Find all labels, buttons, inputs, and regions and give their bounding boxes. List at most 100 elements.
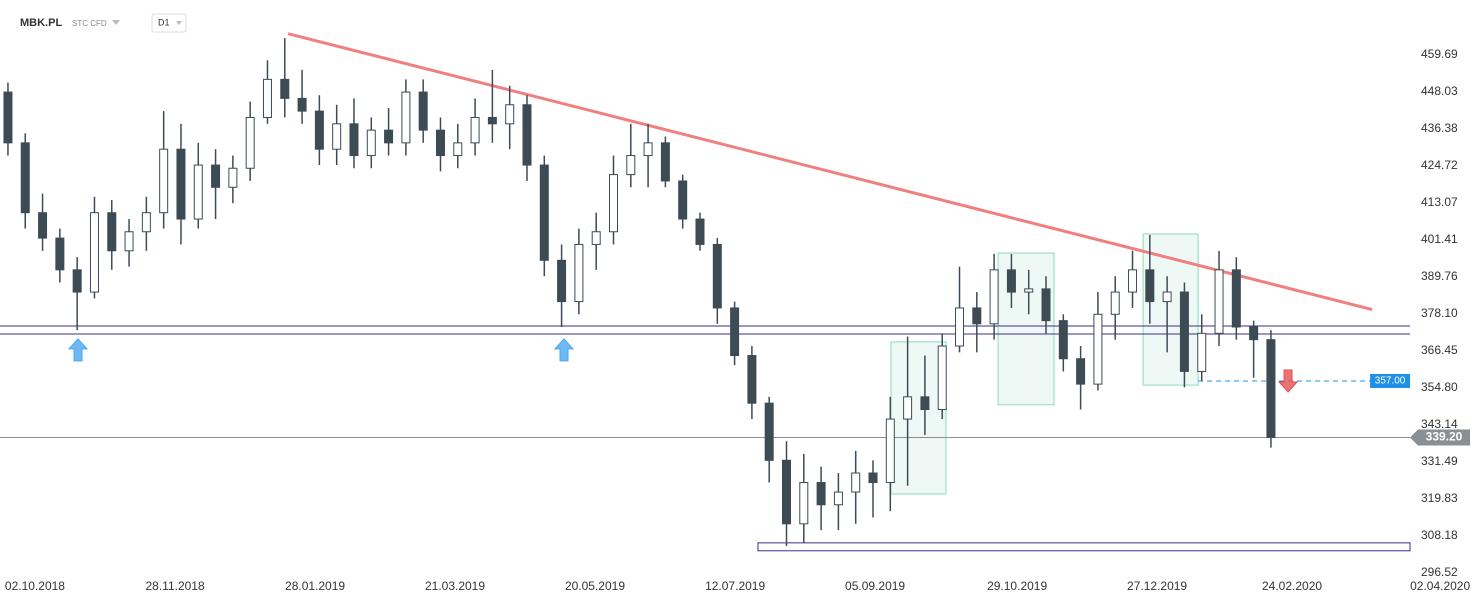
x-tick-label: 12.07.2019	[705, 579, 765, 593]
candle-body	[608, 174, 618, 233]
x-tick-label: 24.02.2020	[1262, 579, 1322, 593]
instrument: STC CFD	[72, 19, 107, 28]
last-price-label: 339.20	[1426, 430, 1463, 444]
candle-body	[55, 237, 65, 271]
symbol: MBK.PL	[20, 17, 62, 29]
interval: D1	[158, 17, 170, 27]
candle-body	[782, 459, 792, 525]
x-tick-label: 05.09.2019	[845, 579, 905, 593]
x-tick-label: 27.12.2019	[1127, 579, 1187, 593]
candle-body	[833, 491, 843, 506]
candle-body	[522, 104, 532, 166]
candle-body	[366, 129, 376, 157]
candle-body	[799, 482, 809, 525]
interval-box[interactable]	[151, 13, 187, 33]
candle-body	[159, 148, 169, 214]
x-tick-label: 21.03.2019	[425, 579, 485, 593]
candle-body	[107, 212, 117, 252]
candle-body	[487, 116, 497, 125]
x-tick-label: 28.11.2018	[145, 579, 204, 593]
candle-body	[1249, 326, 1259, 341]
candle-body	[955, 307, 965, 347]
y-tick-label: 331.49	[1421, 454, 1458, 468]
candle-body	[332, 123, 342, 150]
dropdown-arrow[interactable]	[112, 20, 120, 25]
candle-body	[89, 212, 99, 293]
candle-body	[297, 97, 307, 112]
support-box	[757, 542, 1411, 552]
candle-body	[1197, 332, 1207, 372]
arrow	[1277, 369, 1299, 393]
y-tick-label: 459.69	[1421, 47, 1458, 61]
candle-body	[712, 243, 722, 309]
candle-body	[868, 472, 878, 484]
candle-body	[730, 307, 740, 357]
candle-body	[557, 259, 567, 303]
candle-body	[851, 472, 861, 493]
x-tick-label: 02.10.2018	[5, 579, 65, 593]
candle-body	[1058, 320, 1068, 360]
candle-body	[539, 164, 549, 261]
y-tick-label: 296.52	[1421, 565, 1458, 579]
y-tick-label: 401.41	[1421, 232, 1458, 246]
candle-body	[920, 396, 930, 411]
candle-body	[141, 212, 151, 233]
zone	[1142, 233, 1199, 386]
candle-body	[1128, 269, 1138, 293]
candle-body	[1162, 291, 1172, 303]
candle-body	[574, 243, 584, 303]
candle-body	[764, 402, 774, 461]
candle-body	[228, 167, 238, 188]
candle-body	[1110, 291, 1120, 315]
candle-body	[816, 482, 826, 506]
candle-body	[384, 129, 394, 144]
y-tick-label: 319.83	[1421, 491, 1458, 505]
candle-body	[1024, 288, 1034, 293]
y-tick-label: 436.38	[1421, 121, 1458, 135]
y-tick-label: 413.07	[1421, 195, 1458, 209]
y-tick-label: 354.80	[1421, 380, 1458, 394]
x-tick-label: 29.10.2019	[987, 579, 1047, 593]
candle-body	[280, 78, 290, 99]
trendline	[287, 32, 1373, 311]
candle-body	[176, 148, 186, 220]
y-tick-label: 378.10	[1421, 306, 1458, 320]
y-tick-label: 308.18	[1421, 528, 1458, 542]
zone	[890, 341, 947, 495]
candle-body	[937, 345, 947, 411]
candle-body	[1179, 291, 1189, 372]
target-tag	[1370, 373, 1411, 388]
candle-body	[678, 180, 688, 220]
candle-body	[124, 231, 134, 252]
candle-body	[591, 231, 601, 245]
candle-body	[418, 91, 428, 131]
candle-body	[695, 218, 705, 245]
y-tick-label: 389.76	[1421, 269, 1458, 283]
dropdown-arrow	[176, 21, 182, 25]
candle-body	[38, 212, 48, 239]
candle-body	[245, 116, 255, 169]
x-tick-label: 20.05.2019	[565, 579, 625, 593]
candle-body	[972, 307, 982, 325]
candle-body	[1076, 358, 1086, 385]
candle-body	[626, 155, 636, 176]
candle-body	[211, 164, 221, 188]
last-price-tag	[1410, 429, 1470, 446]
candle-body	[903, 396, 913, 420]
candle-body	[193, 164, 203, 220]
candle-body	[1145, 269, 1155, 303]
y-tick-label: 366.45	[1421, 343, 1458, 357]
candle-body	[435, 129, 445, 157]
candle-body	[1093, 313, 1103, 385]
arrow	[553, 338, 575, 362]
candle-body	[3, 91, 13, 144]
x-tick-label: 02.04.2020	[1410, 579, 1470, 593]
candle-body	[660, 142, 670, 182]
candle-body	[72, 269, 82, 293]
candle-body	[505, 104, 515, 125]
candle-body	[885, 418, 895, 484]
candle-body	[1006, 269, 1016, 293]
candle-body	[643, 142, 653, 157]
candle-body	[747, 355, 757, 404]
